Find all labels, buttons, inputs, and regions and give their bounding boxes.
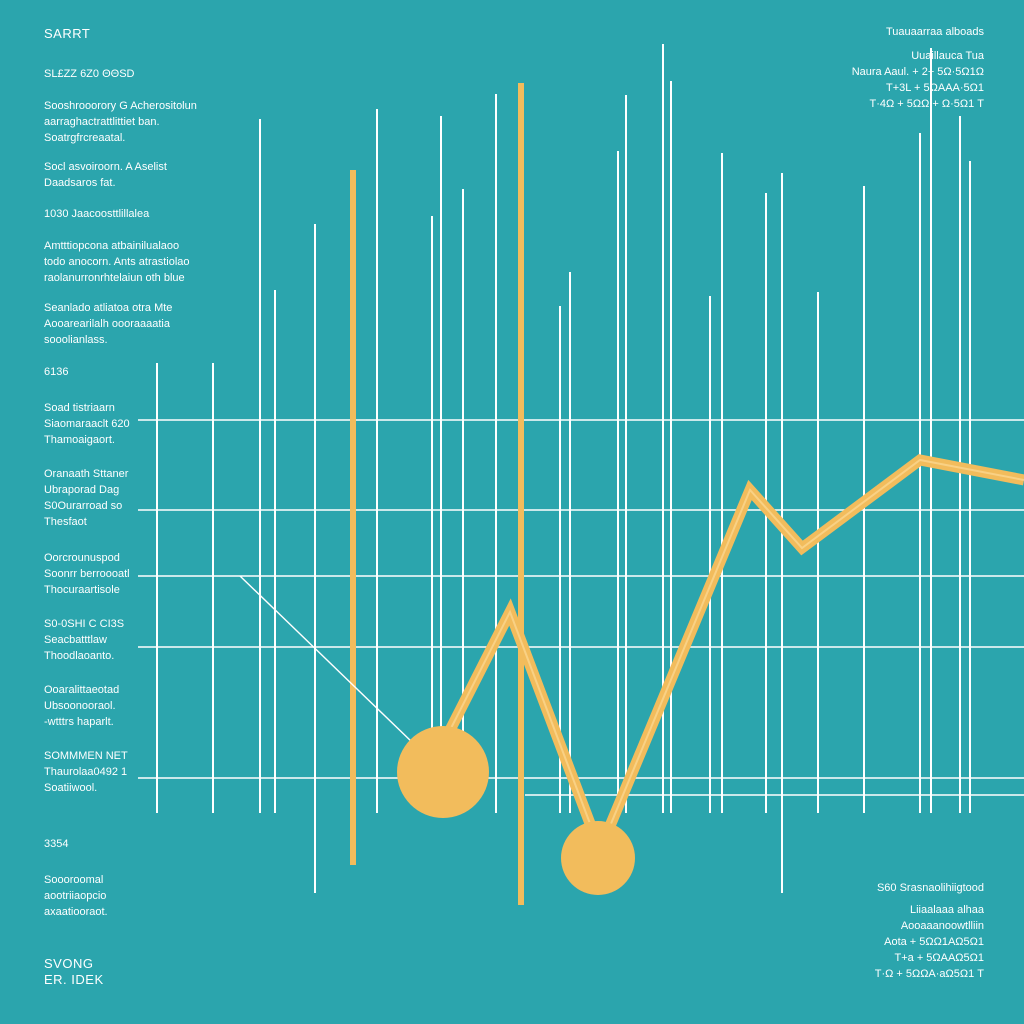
- info-line: Tuauaarraa alboads: [885, 26, 984, 38]
- chart-subtitle: SL£ZZ 6Z0 ΘΘSD: [44, 68, 135, 80]
- description-block-1: Sooshrooorory G Acherositolun aarraghact…: [44, 98, 197, 146]
- info-line: Uuaillauca Tua: [911, 50, 984, 62]
- description-line: aarraghactrattlittiet ban.: [44, 116, 160, 128]
- axis-label-line: S0-0SHI C CI3S: [44, 618, 125, 630]
- axis-label-1: 6136: [44, 364, 68, 380]
- axis-label-line: Thocuraartisole: [44, 584, 120, 596]
- axis-label-line: Soooroomal: [44, 874, 104, 886]
- axis-label-line: 6136: [44, 366, 69, 378]
- top-right-info: Tuauaarraa alboads Uuaillauca Tua Naura …: [852, 24, 984, 112]
- axis-label-9: Soooroomal aootriiaopcio axaatiooraot.: [44, 872, 108, 920]
- description-line: 1030 Jaacoosttlillalea: [44, 208, 150, 220]
- axis-label-line: -wtttrs haparlt.: [44, 716, 114, 728]
- footer-line: SVONG: [44, 956, 94, 971]
- info-line: T·4Ω + 5ΩΩ + Ω·5Ω1 T: [869, 98, 984, 110]
- footer-label: SVONG ER. IDEK: [44, 956, 104, 988]
- info-line: S60 Srasnaolihiigtood: [876, 882, 984, 894]
- axis-label-line: Thaurolaa0492 1: [44, 766, 128, 778]
- chart-title: SARRT: [44, 26, 91, 41]
- axis-label-line: Thesfaot: [44, 516, 87, 528]
- description-line: Daadsaros fat.: [44, 177, 116, 189]
- description-line: Amtttiopcona atbainilualaoo: [44, 240, 180, 252]
- description-block-2: Socl asvoiroorn. A Aselist Daadsaros fat…: [44, 159, 167, 191]
- data-point-marker: [561, 821, 635, 895]
- axis-label-line: Siaomaraaclt 620: [44, 418, 130, 430]
- description-line: Sooshrooorory G Acherositolun: [44, 100, 197, 112]
- axis-label-line: 3354: [44, 838, 69, 850]
- description-line: todo anocorn. Ants atrastiolao: [44, 256, 190, 268]
- axis-label-6: Ooaralittaeotad Ubsoonooraol. -wtttrs ha…: [44, 682, 119, 730]
- info-line: Aooaaanoowtlliin: [900, 920, 984, 932]
- axis-label-5: S0-0SHI C CI3S Seacbatttlaw Thoodlaoanto…: [44, 616, 124, 664]
- axis-label-line: aootriiaopcio: [44, 890, 107, 902]
- series-line: [440, 454, 1024, 865]
- axis-label-7: SOMMMEN NET Thaurolaa0492 1 Soatiiwool.: [44, 748, 128, 796]
- description-line: Seanlado atliatoa otra Mte: [44, 302, 173, 314]
- axis-label-line: axaatiooraot.: [44, 906, 108, 918]
- footer-line: ER. IDEK: [44, 972, 104, 987]
- info-line: T+a + 5ΩΑΑΩ5Ω1: [894, 952, 985, 964]
- axis-label-3: Oranaath Sttaner Ubraporad Dag S0Ourarro…: [44, 466, 128, 530]
- info-line: Naura Aaul. + 2+ 5Ω·5Ω1Ω: [851, 66, 984, 78]
- bottom-right-info: S60 Srasnaolihiigtood Liiaalaaa alhaa Ao…: [875, 880, 984, 982]
- axis-label-line: Ubsoonooraol.: [44, 700, 116, 712]
- info-line: T+3L + 5ΩΑΑΑ·5Ω1: [886, 82, 984, 94]
- axis-label-line: Oorcrounuspod: [44, 552, 120, 564]
- description-line: Aooarearilalh oooraaaatia: [44, 318, 170, 330]
- info-line: Aota + 5ΩΩ1ΑΩ5Ω1: [884, 936, 984, 948]
- axis-label-8: 3354: [44, 836, 68, 852]
- axis-label-line: Oranaath Sttaner: [44, 468, 129, 480]
- description-block-3: 1030 Jaacoosttlillalea: [44, 206, 149, 222]
- series-line-connector: [239, 575, 444, 773]
- description-block-4: Amtttiopcona atbainilualaoo todo anocorn…: [44, 238, 190, 286]
- axis-label-line: Thoodlaoanto.: [44, 650, 115, 662]
- info-line: T·Ω + 5ΩΩΑ·aΩ5Ω1 T: [874, 968, 984, 980]
- description-line: Socl asvoiroorn. A Aselist: [44, 161, 167, 173]
- info-line: Liiaalaaa alhaa: [909, 904, 984, 916]
- axis-label-line: S0Ourarroad so: [44, 500, 123, 512]
- axis-label-line: Ubraporad Dag: [44, 484, 120, 496]
- axis-label-line: Soad tistriaarn: [44, 402, 115, 414]
- axis-label-line: Seacbatttlaw: [44, 634, 107, 646]
- axis-label-2: Soad tistriaarn Siaomaraaclt 620 Thamoai…: [44, 400, 130, 448]
- axis-label-line: SOMMMEN NET: [44, 750, 128, 762]
- description-line: raolanurronrhtelaiun oth blue: [44, 272, 185, 284]
- series-line-highlight: [444, 458, 1024, 853]
- description-line: Soatrgfrcreaatal.: [44, 132, 126, 144]
- axis-label-line: Soonrr berroooatl: [44, 568, 130, 580]
- description-line: sooolianlass.: [44, 334, 108, 346]
- description-block-5: Seanlado atliatoa otra Mte Aooarearilalh…: [44, 300, 172, 348]
- axis-label-4: Oorcrounuspod Soonrr berroooatl Thocuraa…: [44, 550, 130, 598]
- data-point-marker: [397, 726, 489, 818]
- axis-label-line: Soatiiwool.: [44, 782, 98, 794]
- axis-label-line: Thamoaigaort.: [44, 434, 115, 446]
- axis-label-line: Ooaralittaeotad: [44, 684, 120, 696]
